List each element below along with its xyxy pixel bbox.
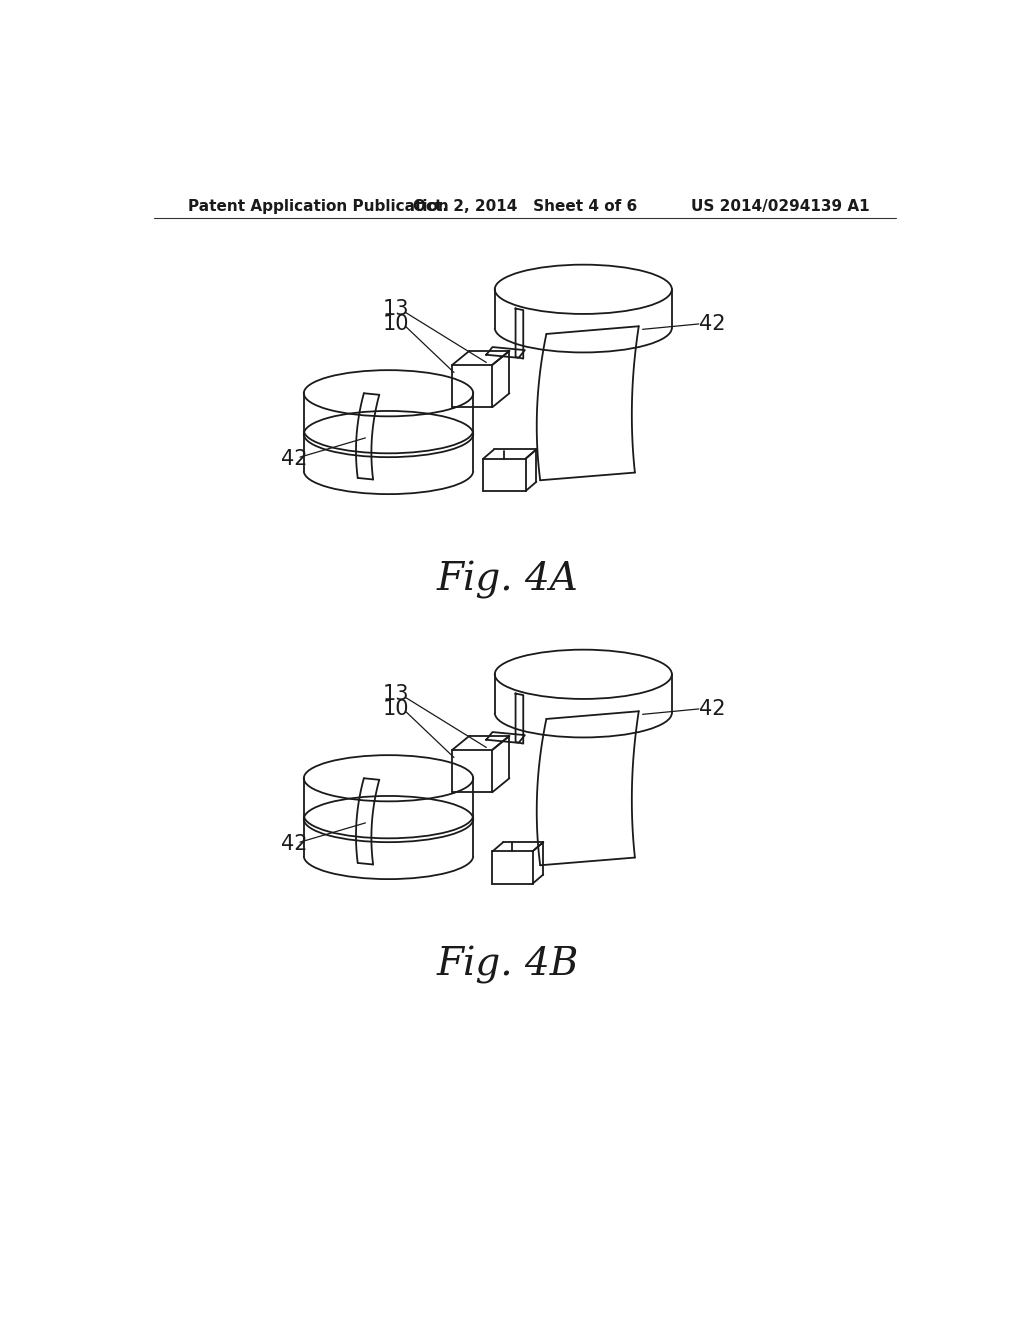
Text: Fig. 4A: Fig. 4A	[437, 561, 579, 599]
Text: 42: 42	[281, 834, 307, 854]
Text: 42: 42	[698, 314, 725, 334]
Text: Patent Application Publication: Patent Application Publication	[188, 198, 450, 214]
Text: 13: 13	[383, 298, 410, 318]
Text: 10: 10	[383, 700, 410, 719]
Text: 42: 42	[698, 700, 725, 719]
Text: 10: 10	[383, 314, 410, 334]
Text: Fig. 4B: Fig. 4B	[436, 946, 579, 985]
Text: US 2014/0294139 A1: US 2014/0294139 A1	[691, 198, 869, 214]
Text: 42: 42	[281, 449, 307, 469]
Text: 13: 13	[383, 684, 410, 704]
Text: Oct. 2, 2014   Sheet 4 of 6: Oct. 2, 2014 Sheet 4 of 6	[413, 198, 637, 214]
